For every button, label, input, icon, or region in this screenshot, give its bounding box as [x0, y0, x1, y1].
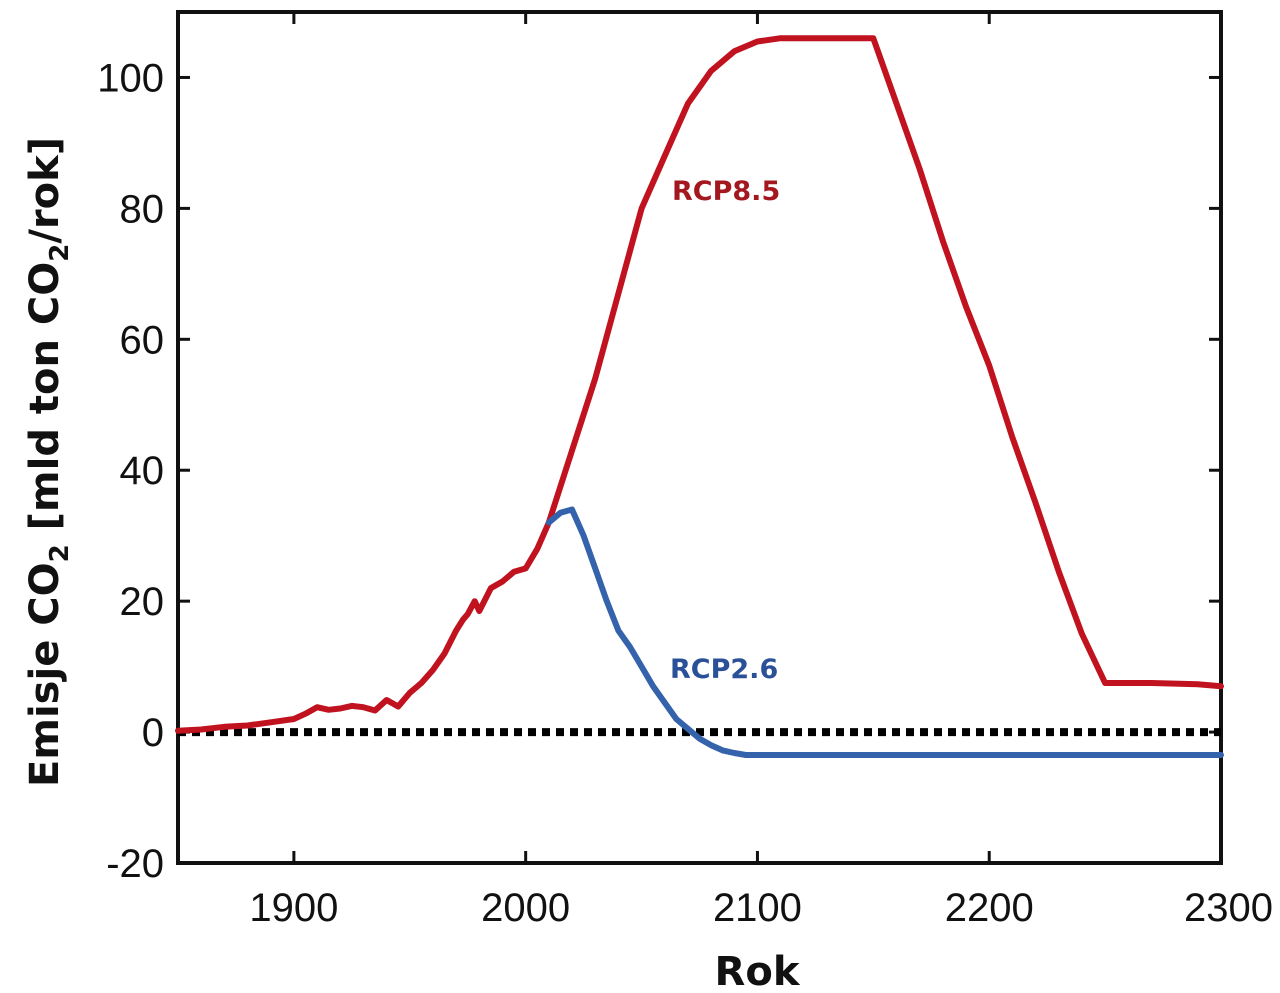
- y-axis-title: Emisje CO2 [mld ton CO2/rok]: [22, 137, 75, 787]
- y-tick-label-60: 60: [120, 318, 165, 362]
- x-tick-label-1900: 1900: [249, 886, 338, 930]
- plot-frame: [176, 10, 1223, 865]
- y-axis-title-unit-close: /rok]: [22, 137, 68, 244]
- x-tick-label-2100: 2100: [713, 886, 802, 930]
- y-tick-labels: -20 0 20 40 60 80 100: [97, 56, 164, 886]
- x-tick-label-2300: 2300: [1184, 886, 1273, 930]
- y-tick-label-20: 20: [120, 580, 165, 624]
- y-tick-label--20: -20: [106, 842, 164, 886]
- series-label-rcp85: RCP8.5: [672, 176, 780, 207]
- y-tick-label-100: 100: [97, 56, 164, 100]
- y-tick-label-80: 80: [120, 187, 165, 231]
- series-line-rcp85: [175, 35, 1224, 734]
- y-axis-title-sub: 2: [45, 544, 75, 562]
- x-axis-title: Rok: [715, 949, 801, 993]
- series-label-rcp26: RCP2.6: [670, 654, 778, 685]
- y-axis-title-unit-open: [mld ton CO: [22, 262, 68, 545]
- y-tick-label-40: 40: [120, 449, 165, 493]
- y-axis-title-unit-sub: 2: [45, 244, 75, 262]
- x-tick-labels: 1900 2000 2100 2200 2300: [249, 886, 1273, 930]
- series-lines: [175, 35, 1224, 758]
- y-axis-title-main: Emisje CO: [22, 562, 68, 787]
- x-tick-label-2000: 2000: [481, 886, 570, 930]
- x-tick-label-2200: 2200: [945, 886, 1034, 930]
- series-line-rcp26: [545, 506, 1224, 758]
- y-tick-label-0: 0: [142, 711, 164, 755]
